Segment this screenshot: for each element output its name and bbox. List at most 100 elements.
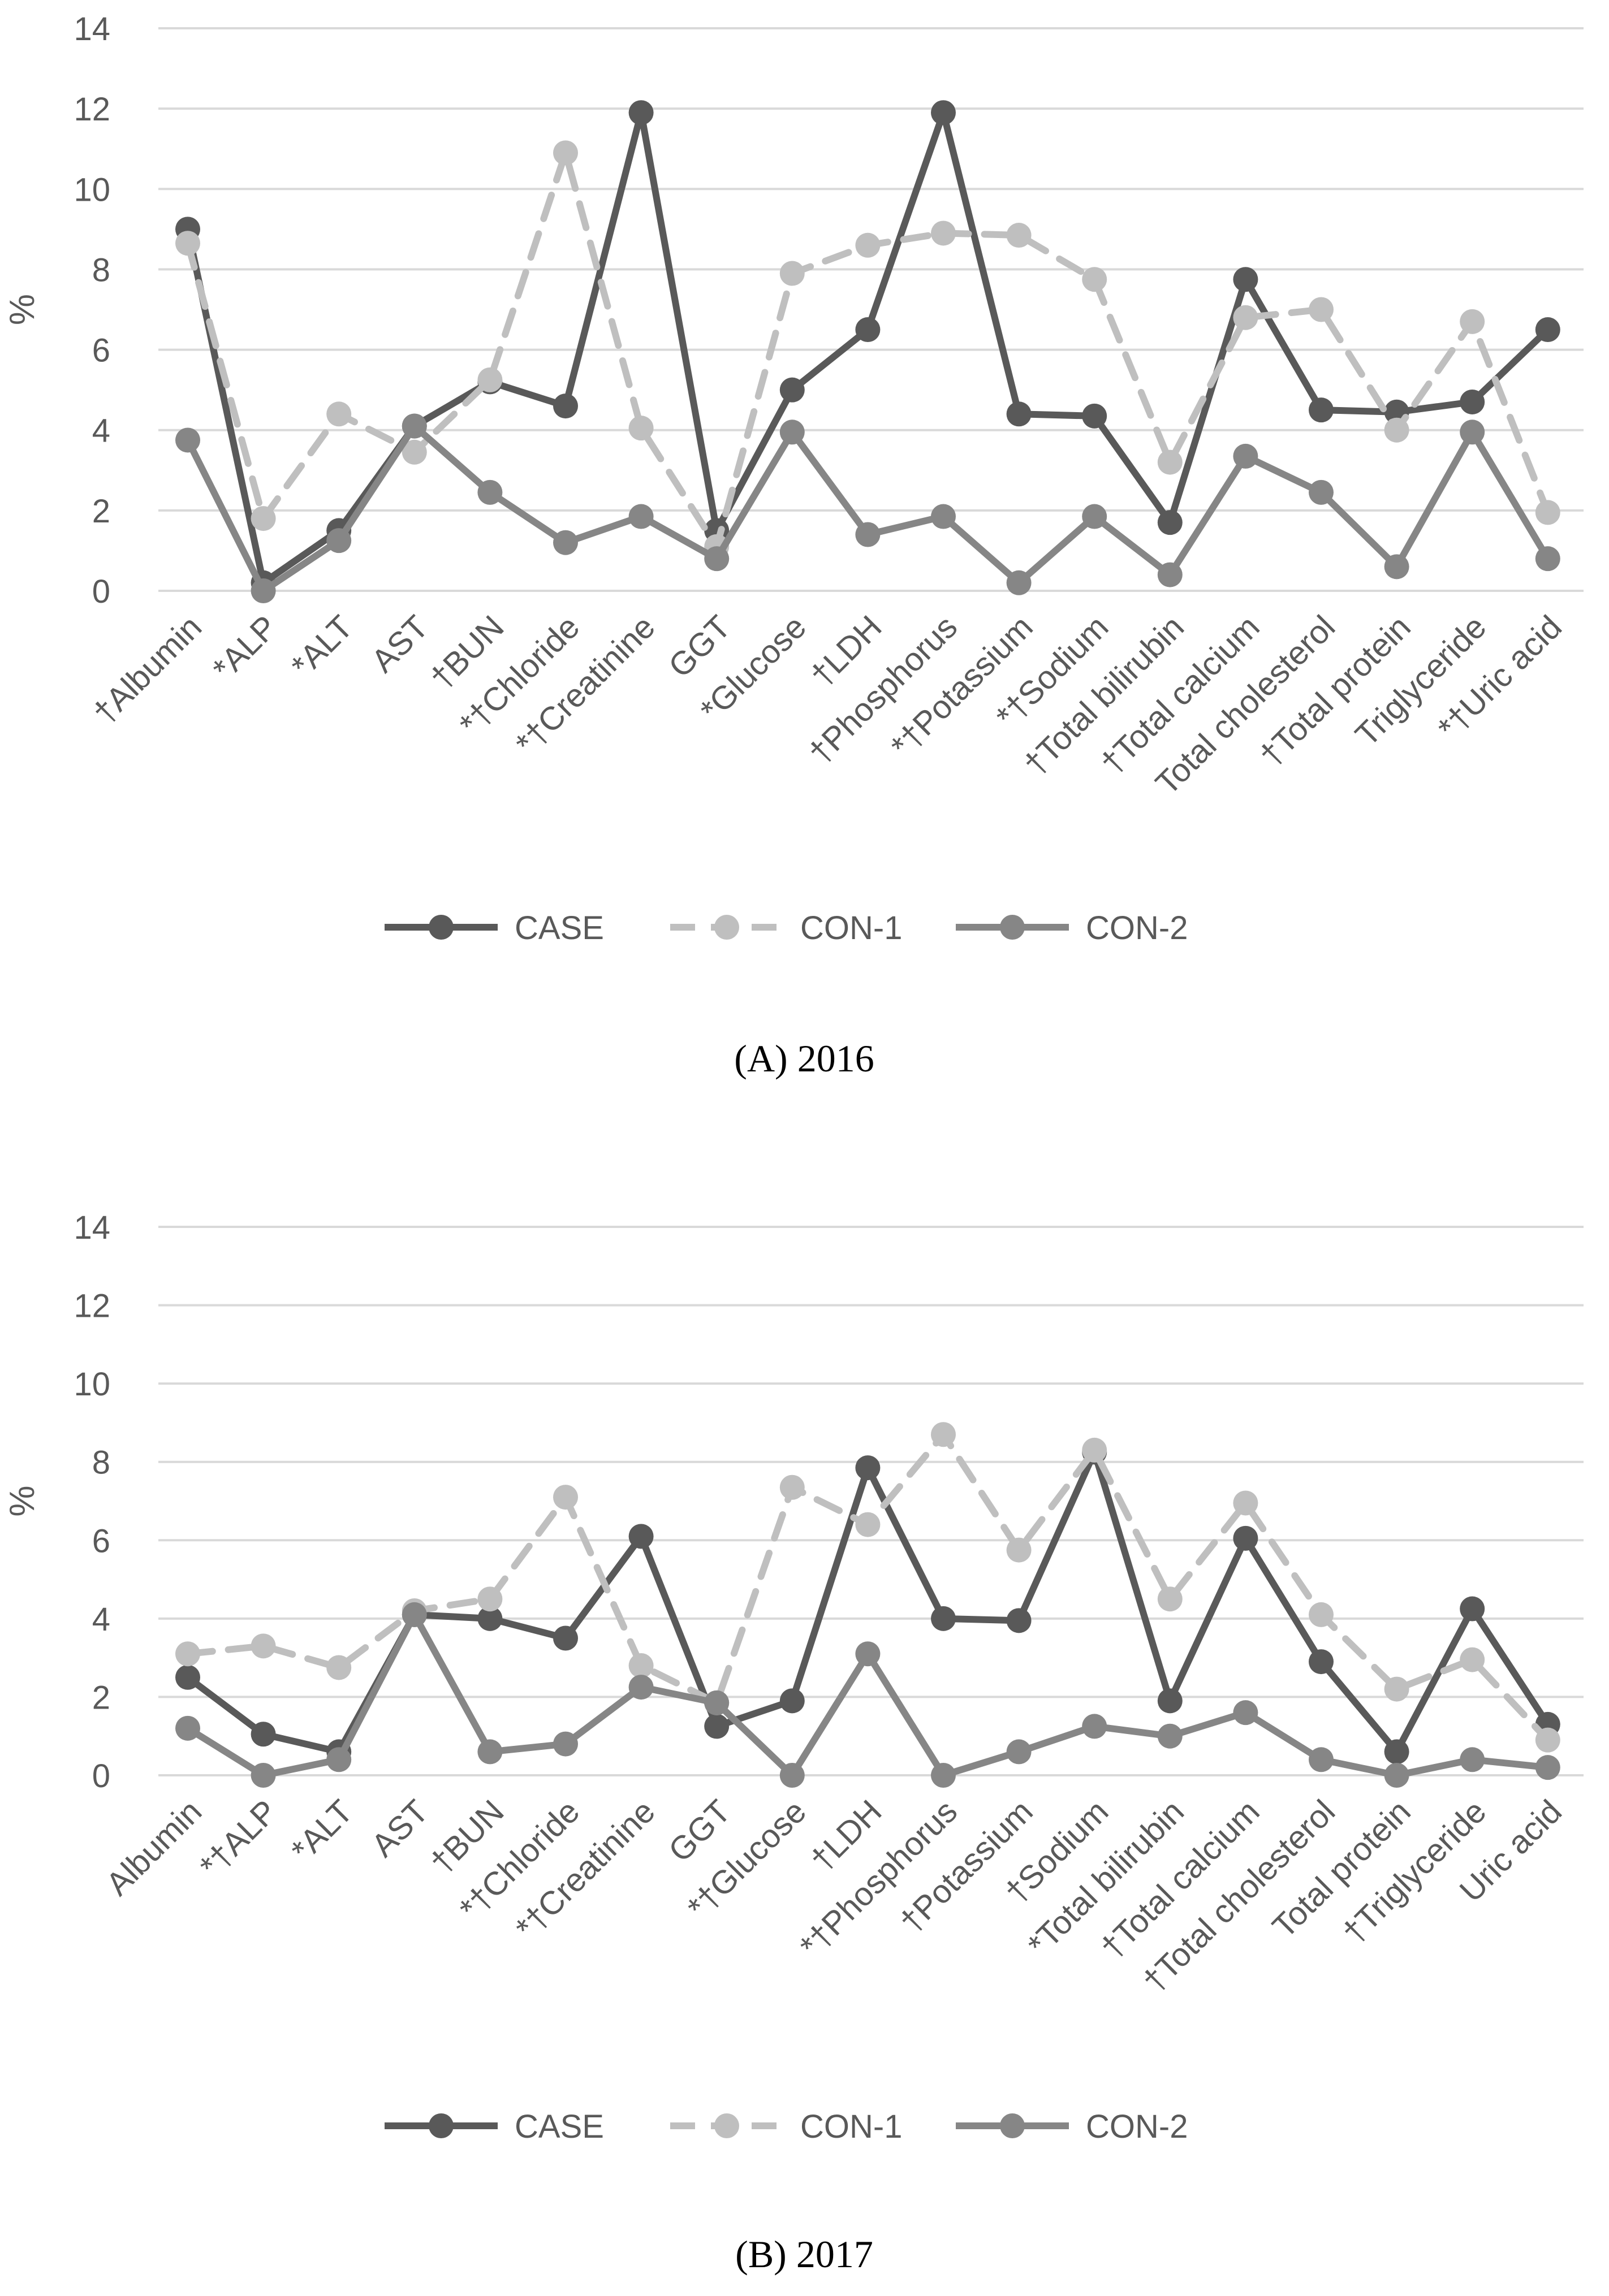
- data-point-con-2: [1535, 546, 1560, 572]
- legend-swatch-marker: [1000, 2113, 1025, 2138]
- data-point-case: [1535, 317, 1560, 343]
- x-tick-label: *ALP: [205, 608, 284, 687]
- data-point-case: [251, 1722, 276, 1747]
- data-point-con-1: [326, 1655, 352, 1680]
- y-tick-label: 4: [92, 1601, 110, 1638]
- data-point-con-1: [1309, 297, 1334, 322]
- data-point-con-2: [1309, 1747, 1334, 1772]
- data-point-case: [931, 100, 956, 126]
- y-tick-label: 4: [92, 413, 110, 449]
- data-point-con-1: [1535, 500, 1560, 525]
- data-point-con-2: [1082, 504, 1107, 529]
- y-tick-label: 0: [92, 1758, 110, 1795]
- data-point-con-2: [1006, 570, 1032, 595]
- series-line-case: [184, 1448, 1551, 1755]
- data-point-case: [628, 1524, 654, 1549]
- data-point-con-1: [175, 1641, 200, 1667]
- data-point-con-1: [855, 232, 881, 258]
- legend-label-con-2: CON-2: [1086, 910, 1188, 946]
- data-point-case: [931, 1606, 956, 1631]
- legend-label-con-1: CON-1: [800, 910, 902, 946]
- data-point-con-1: [1082, 1437, 1107, 1463]
- figure-caption: (B) 2017: [735, 2233, 873, 2276]
- data-point-con-1: [1157, 1586, 1183, 1612]
- data-point-case: [628, 100, 654, 126]
- data-point-case: [1157, 510, 1183, 535]
- data-point-con-2: [931, 504, 956, 529]
- data-point-case: [704, 1714, 730, 1739]
- y-tick-label: 8: [92, 1445, 110, 1481]
- y-tick-label: 2: [92, 1679, 110, 1716]
- x-tick-label: *†ALP: [193, 1793, 284, 1884]
- data-point-case: [779, 377, 805, 403]
- data-point-case: [779, 1688, 805, 1714]
- data-point-con-1: [1157, 449, 1183, 475]
- data-point-con-2: [402, 1602, 427, 1627]
- x-tick-label: *ALT: [284, 608, 360, 684]
- legend-label-con-2: CON-2: [1086, 2108, 1188, 2145]
- data-point-con-1: [1233, 1490, 1258, 1516]
- data-point-con-1: [931, 220, 956, 246]
- data-point-con-2: [402, 413, 427, 439]
- data-point-con-2: [628, 504, 654, 529]
- data-point-con-1: [931, 1422, 956, 1447]
- legend-swatch-marker: [1000, 915, 1025, 940]
- y-tick-label: 6: [92, 1523, 110, 1559]
- data-point-con-1: [1309, 1602, 1334, 1627]
- data-point-case: [1233, 267, 1258, 292]
- data-point-con-1: [1082, 267, 1107, 292]
- data-point-con-2: [553, 1731, 578, 1757]
- data-point-con-2: [326, 528, 352, 554]
- figure-caption: (A) 2016: [734, 1037, 874, 1080]
- data-point-case: [1309, 397, 1334, 423]
- data-point-con-1: [628, 416, 654, 441]
- data-point-con-2: [628, 1675, 654, 1700]
- data-point-case: [175, 1664, 200, 1690]
- y-axis-label: %: [3, 294, 42, 325]
- data-point-con-2: [1384, 1763, 1409, 1788]
- data-point-con-2: [704, 1690, 730, 1715]
- data-point-con-1: [1384, 417, 1409, 443]
- data-point-con-1: [175, 231, 200, 256]
- legend-label-case: CASE: [515, 910, 604, 946]
- data-point-case: [1082, 403, 1107, 429]
- data-point-case: [1006, 1608, 1032, 1633]
- legend-swatch-marker: [429, 915, 454, 940]
- data-point-con-1: [1006, 223, 1032, 248]
- data-point-con-2: [326, 1747, 352, 1772]
- data-point-con-1: [553, 1485, 578, 1510]
- data-point-con-2: [1460, 1747, 1485, 1772]
- data-point-con-2: [931, 1763, 956, 1788]
- legend-label-case: CASE: [515, 2108, 604, 2145]
- data-point-con-2: [1233, 443, 1258, 469]
- x-tick-label: †Albumin: [86, 608, 209, 731]
- x-tick-label: *ALT: [284, 1793, 360, 1869]
- y-tick-label: 6: [92, 332, 110, 369]
- data-point-case: [1157, 1688, 1183, 1714]
- data-point-con-2: [855, 1641, 881, 1667]
- data-point-con-2: [1157, 562, 1183, 587]
- y-tick-label: 12: [74, 91, 110, 128]
- y-tick-label: 12: [74, 1288, 110, 1325]
- series-line-con-2: [184, 422, 1551, 594]
- data-point-case: [477, 1606, 503, 1631]
- data-point-con-2: [1006, 1739, 1032, 1765]
- data-point-con-2: [855, 522, 881, 547]
- data-point-con-1: [326, 401, 352, 427]
- data-point-case: [1309, 1649, 1334, 1675]
- data-point-con-2: [477, 479, 503, 505]
- data-point-con-1: [477, 1586, 503, 1612]
- data-point-con-2: [1460, 420, 1485, 445]
- data-point-case: [1460, 389, 1485, 414]
- data-point-con-1: [1460, 1647, 1485, 1672]
- y-tick-label: 8: [92, 252, 110, 288]
- data-point-case: [1233, 1525, 1258, 1551]
- legend-swatch-marker: [429, 2113, 454, 2138]
- data-point-case: [1460, 1596, 1485, 1622]
- data-point-con-2: [1233, 1700, 1258, 1726]
- data-point-con-2: [1082, 1714, 1107, 1739]
- data-point-con-1: [1384, 1676, 1409, 1702]
- data-point-con-1: [402, 439, 427, 465]
- data-point-con-2: [477, 1739, 503, 1765]
